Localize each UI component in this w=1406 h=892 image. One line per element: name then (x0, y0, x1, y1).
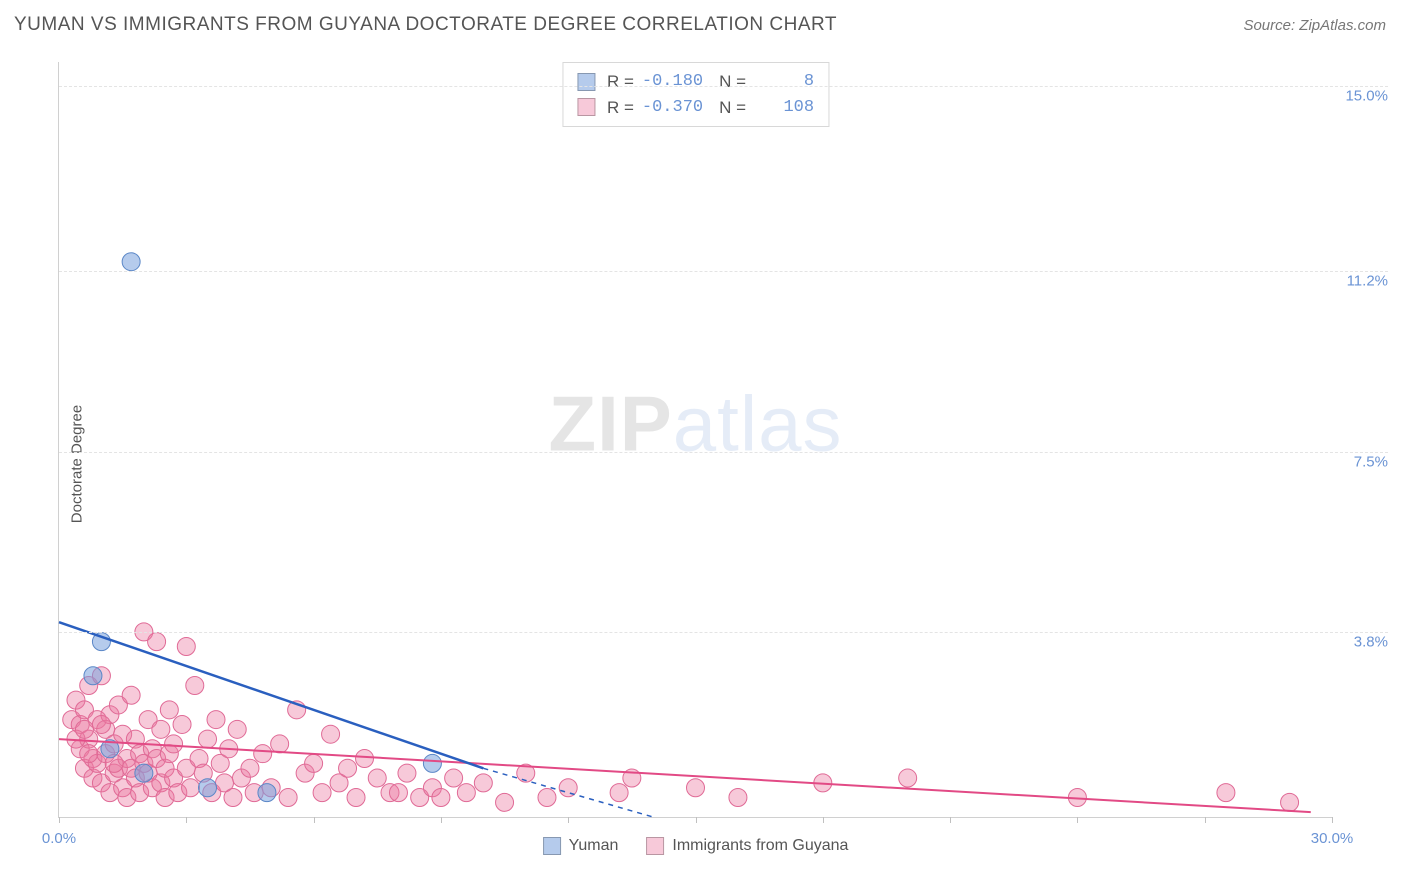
scatter-svg (59, 62, 1332, 817)
data-point (496, 793, 514, 811)
legend-label-series2: Immigrants from Guyana (672, 837, 848, 855)
data-point (258, 784, 276, 802)
legend-item-series1: Yuman (543, 837, 619, 855)
data-point (199, 730, 217, 748)
data-point (729, 789, 747, 807)
swatch-series1 (577, 73, 595, 91)
data-point (356, 750, 374, 768)
legend-swatch-series1 (543, 837, 561, 855)
data-point (165, 735, 183, 753)
data-point (1217, 784, 1235, 802)
x-tick-label: 0.0% (42, 830, 76, 847)
data-point (254, 745, 272, 763)
legend-swatch-series2 (646, 837, 664, 855)
x-tick (1332, 817, 1333, 823)
r-value-series1: -0.180 (642, 69, 703, 95)
r-label: R = (607, 95, 634, 121)
data-point (177, 638, 195, 656)
data-point (538, 789, 556, 807)
data-point (228, 720, 246, 738)
data-point (1281, 793, 1299, 811)
data-point (148, 633, 166, 651)
data-point (122, 686, 140, 704)
data-point (122, 253, 140, 271)
n-label: N = (719, 69, 746, 95)
n-value-series2: 108 (754, 95, 814, 121)
chart-area: Doctorate Degree ZIPatlas R = -0.180 N =… (14, 50, 1392, 878)
data-point (92, 715, 110, 733)
x-tick (441, 817, 442, 823)
data-point (313, 784, 331, 802)
legend-item-series2: Immigrants from Guyana (646, 837, 848, 855)
swatch-series2 (577, 98, 595, 116)
data-point (135, 764, 153, 782)
gridline (59, 86, 1388, 87)
data-point (339, 759, 357, 777)
gridline (59, 271, 1388, 272)
n-value-series1: 8 (754, 69, 814, 95)
data-point (423, 754, 441, 772)
x-tick (186, 817, 187, 823)
data-point (389, 784, 407, 802)
x-tick (1077, 817, 1078, 823)
data-point (445, 769, 463, 787)
data-point (432, 789, 450, 807)
data-point (186, 676, 204, 694)
data-point (322, 725, 340, 743)
x-tick (1205, 817, 1206, 823)
plot-region: ZIPatlas R = -0.180 N = 8 R = -0.370 N =… (58, 62, 1332, 818)
data-point (75, 720, 93, 738)
x-tick-label: 30.0% (1311, 830, 1354, 847)
data-point (80, 745, 98, 763)
chart-title: YUMAN VS IMMIGRANTS FROM GUYANA DOCTORAT… (14, 14, 837, 36)
data-point (160, 701, 178, 719)
legend: Yuman Immigrants from Guyana (543, 837, 849, 855)
x-tick (314, 817, 315, 823)
data-point (271, 735, 289, 753)
y-tick-label: 11.2% (1347, 253, 1388, 290)
x-tick (696, 817, 697, 823)
x-tick (59, 817, 60, 823)
y-tick-label: 3.8% (1354, 613, 1388, 650)
n-label: N = (719, 95, 746, 121)
data-point (347, 789, 365, 807)
data-point (182, 779, 200, 797)
data-point (474, 774, 492, 792)
data-point (241, 759, 259, 777)
data-point (305, 754, 323, 772)
data-point (199, 779, 217, 797)
data-point (207, 711, 225, 729)
data-point (687, 779, 705, 797)
gridline (59, 632, 1388, 633)
x-tick (823, 817, 824, 823)
r-label: R = (607, 69, 634, 95)
data-point (224, 789, 242, 807)
source-credit: Source: ZipAtlas.com (1243, 17, 1386, 34)
data-point (279, 789, 297, 807)
data-point (457, 784, 475, 802)
data-point (899, 769, 917, 787)
stats-row-series1: R = -0.180 N = 8 (577, 69, 814, 95)
data-point (84, 667, 102, 685)
correlation-stats-box: R = -0.180 N = 8 R = -0.370 N = 108 (562, 62, 829, 127)
x-tick (568, 817, 569, 823)
gridline (59, 452, 1388, 453)
y-tick-label: 7.5% (1354, 433, 1388, 470)
x-tick (950, 817, 951, 823)
data-point (368, 769, 386, 787)
r-value-series2: -0.370 (642, 95, 703, 121)
data-point (152, 720, 170, 738)
y-tick-label: 15.0% (1345, 68, 1388, 105)
data-point (398, 764, 416, 782)
legend-label-series1: Yuman (569, 837, 619, 855)
stats-row-series2: R = -0.370 N = 108 (577, 95, 814, 121)
data-point (610, 784, 628, 802)
data-point (173, 715, 191, 733)
